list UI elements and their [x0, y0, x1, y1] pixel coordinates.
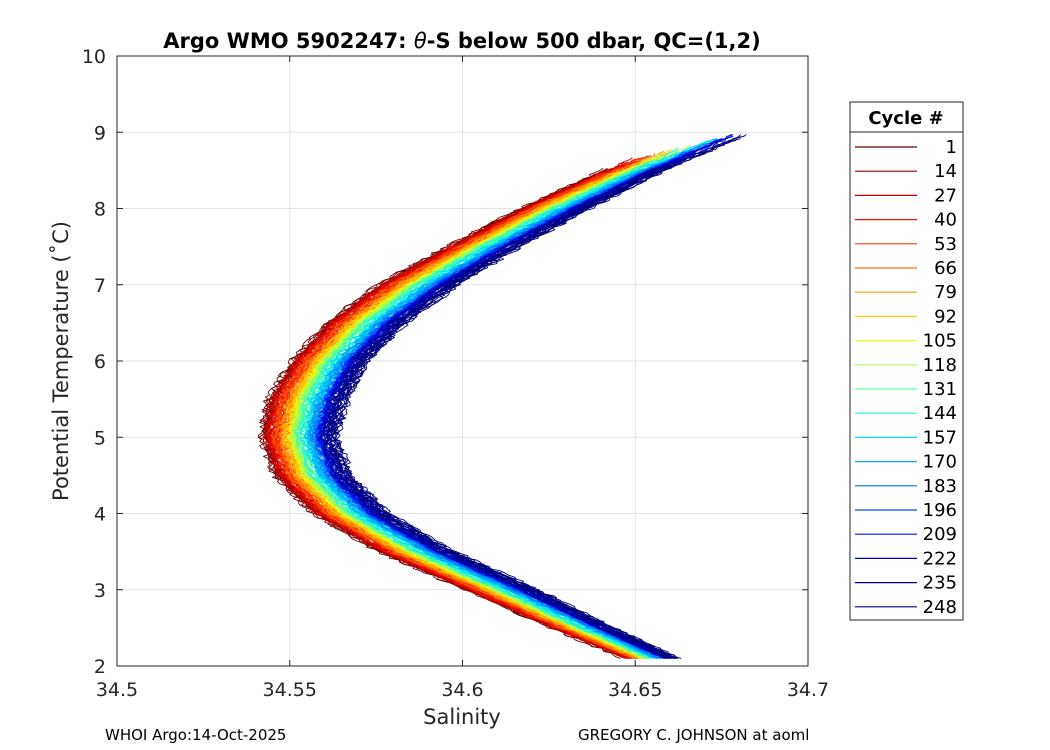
legend-label: 170	[923, 452, 957, 473]
profile-line-cycle-235	[323, 170, 671, 659]
title-theta-symbol: θ	[414, 29, 427, 53]
y-tick-label: 9	[94, 122, 106, 144]
x-axis-label: Salinity	[423, 705, 501, 729]
title-part-2: -S below 500 dbar, QC=(1,2)	[427, 29, 761, 53]
axis-ticks: 34.5 34.55 34.6 34.65 34.7 2 3 4 5 6 7 8 9 10	[82, 46, 829, 701]
profile-line-cycle-1	[258, 172, 627, 659]
legend-label: 144	[923, 403, 957, 424]
legend-label: 222	[923, 548, 957, 569]
y-tick-label: 4	[94, 504, 106, 526]
profile-line-cycle-248	[331, 161, 678, 659]
profile-line-cycle-235	[321, 165, 665, 659]
y-tick-label: 6	[94, 351, 106, 373]
legend-title: Cycle #	[868, 108, 943, 129]
footer-left: WHOI Argo:14-Oct-2025	[105, 726, 286, 744]
legend-label: 40	[934, 210, 957, 231]
legend-label: 53	[934, 234, 957, 255]
y-tick-label: 8	[94, 199, 106, 221]
legend-entries: 1 14 27 40 53 66 79 92 105 118 131 144 157 170 183 196 2…	[855, 137, 957, 618]
legend-label: 248	[923, 597, 957, 618]
profile-line-cycle-248	[333, 165, 677, 659]
profile-line-cycle-53	[278, 159, 642, 659]
x-tick-label: 34.5	[96, 679, 138, 701]
legend-label: 92	[934, 306, 957, 327]
x-tick-label: 34.7	[787, 679, 829, 701]
x-tick-label: 34.55	[263, 679, 317, 701]
y-tick-label: 3	[94, 580, 106, 602]
profile-lines	[257, 133, 747, 659]
y-tick-label: 2	[94, 656, 106, 678]
title-part-1: Argo WMO 5902247:	[163, 29, 414, 53]
profile-line-cycle-79	[280, 172, 641, 659]
profile-line-cycle-157	[299, 152, 679, 659]
legend-label: 79	[934, 282, 957, 303]
y-tick-label: 10	[82, 46, 106, 68]
x-tick-label: 34.6	[441, 679, 483, 701]
y-axis-label: Potential Temperature (˚C)	[49, 221, 73, 501]
legend-label: 27	[934, 185, 957, 206]
profile-line-cycle-144	[296, 172, 652, 659]
legend-label: 118	[923, 355, 957, 376]
profile-line-cycle-170	[304, 172, 660, 659]
legend-label: 1	[946, 137, 957, 158]
footer-right: GREGORY C. JOHNSON at aoml	[578, 726, 809, 744]
chart-title: Argo WMO 5902247: θ-S below 500 dbar, QC…	[163, 29, 760, 53]
profile-line-cycle-209	[316, 134, 733, 659]
x-tick-label: 34.65	[608, 679, 662, 701]
legend: Cycle # 1 14 27 40 53 66 79 92 105 118 131 144 157 17…	[849, 101, 964, 621]
legend-label: 131	[923, 379, 957, 400]
legend-label: 14	[934, 161, 957, 182]
legend-label: 183	[923, 476, 957, 497]
legend-label: 66	[934, 258, 957, 279]
legend-label: 105	[923, 331, 957, 352]
legend-label: 196	[923, 500, 957, 521]
y-tick-label: 5	[94, 427, 106, 449]
legend-label: 157	[923, 427, 957, 448]
y-tick-label: 7	[94, 275, 106, 297]
legend-label: 235	[923, 573, 957, 594]
legend-label: 209	[923, 524, 957, 545]
